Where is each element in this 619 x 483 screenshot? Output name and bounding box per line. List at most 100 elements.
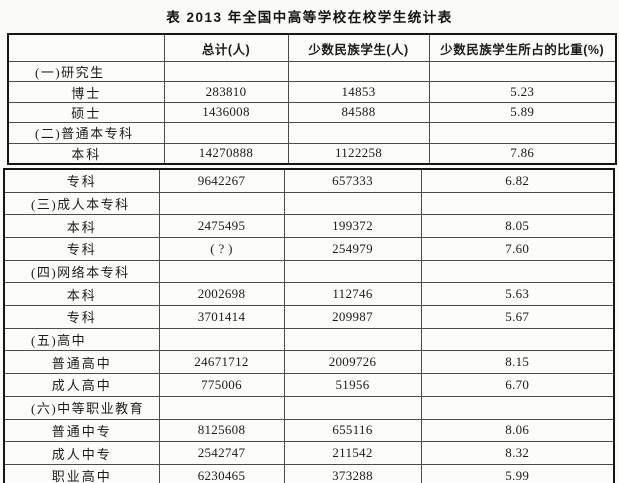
minority-cell xyxy=(283,327,422,352)
total-cell: 6230465 xyxy=(158,463,285,483)
total-cell xyxy=(158,191,285,216)
total-cell xyxy=(158,327,285,352)
pct-cell: 8.06 xyxy=(420,418,615,443)
table-row: 成人高中 775006 51956 6.70 xyxy=(3,373,615,397)
row-label-cell: 专科 xyxy=(3,305,160,329)
row-label-cell: (五)高中 xyxy=(3,327,160,352)
pct-cell xyxy=(428,122,617,144)
category-row: (四)网络本专科 xyxy=(3,259,615,284)
minority-cell: 1122258 xyxy=(287,142,430,165)
total-cell: 14270888 xyxy=(163,142,289,165)
category-row: (六)中等职业教育 xyxy=(3,395,615,420)
minority-cell: 254979 xyxy=(283,237,422,261)
row-label-cell: 专科 xyxy=(3,168,160,193)
category-row: (二)普通本专科 xyxy=(7,122,617,144)
col-header-pct: 少数民族学生所占的比重(%) xyxy=(428,33,617,62)
row-label-cell: (三)成人本专科 xyxy=(3,191,160,216)
minority-cell xyxy=(287,122,430,144)
row-label-cell: (二)普通本专科 xyxy=(7,122,165,144)
row-label-cell: (一)研究生 xyxy=(7,60,165,83)
section-2-body: 专科 9642267 657333 6.82 (三)成人本专科 本科 2475495 1993… xyxy=(3,168,615,483)
total-cell: 9642267 xyxy=(158,168,285,193)
row-label-cell: 职业高中 xyxy=(3,463,160,483)
total-cell: 8125608 xyxy=(158,418,285,443)
row-label-cell: 本科 xyxy=(3,214,160,239)
total-cell: 2002698 xyxy=(158,282,285,307)
pct-cell xyxy=(420,327,615,352)
total-cell xyxy=(163,122,289,144)
minority-cell: 112746 xyxy=(283,282,422,307)
table-row: 博士 283810 14853 5.23 xyxy=(7,81,617,103)
pct-cell xyxy=(428,60,617,83)
table-row: 成人中专 2542747 211542 8.32 xyxy=(3,441,615,465)
row-label-cell: 本科 xyxy=(7,142,165,165)
minority-cell: 84588 xyxy=(287,101,430,124)
total-cell xyxy=(158,395,285,420)
stats-table-section-2: 专科 9642267 657333 6.82 (三)成人本专科 本科 2475495 1993… xyxy=(3,167,615,483)
row-label-cell: (四)网络本专科 xyxy=(3,259,160,284)
col-header-minority: 少数民族学生(人) xyxy=(287,33,430,62)
row-label-cell: 本科 xyxy=(3,282,160,307)
total-cell: 2542747 xyxy=(158,441,285,465)
minority-cell: 657333 xyxy=(283,168,422,193)
row-label-cell: 成人高中 xyxy=(3,373,160,397)
category-row: (一)研究生 xyxy=(7,60,617,83)
minority-cell: 2009726 xyxy=(283,350,422,375)
table-row: 普通高中 24671712 2009726 8.15 xyxy=(3,350,615,375)
table-row: 本科 14270888 1122258 7.86 xyxy=(7,142,617,165)
stats-table-section-1: 总计(人) 少数民族学生(人) 少数民族学生所占的比重(%) (一)研究生 博士 2… xyxy=(7,33,617,165)
table-row: 硕士 1436008 84588 5.89 xyxy=(7,101,617,124)
pct-cell: 8.32 xyxy=(420,441,615,465)
table-row: 本科 2475495 199372 8.05 xyxy=(3,214,615,239)
total-cell xyxy=(158,259,285,284)
category-row: (五)高中 xyxy=(3,327,615,352)
row-label-cell: 成人中专 xyxy=(3,441,160,465)
minority-cell xyxy=(283,191,422,216)
row-label-cell: 普通中专 xyxy=(3,418,160,443)
pct-cell: 5.67 xyxy=(420,305,615,329)
row-label-cell: 专科 xyxy=(3,237,160,261)
total-cell: 2475495 xyxy=(158,214,285,239)
pct-cell: 8.05 xyxy=(420,214,615,239)
table-row: 专科 3701414 209987 5.67 xyxy=(3,305,615,329)
header-row: 总计(人) 少数民族学生(人) 少数民族学生所占的比重(%) xyxy=(7,33,617,62)
pct-cell: 6.70 xyxy=(420,373,615,397)
pct-cell: 5.89 xyxy=(428,101,617,124)
pct-cell xyxy=(420,395,615,420)
minority-cell: 209987 xyxy=(283,305,422,329)
category-row: (三)成人本专科 xyxy=(3,191,615,216)
table-row: 专科( ? ) 254979 7.60 xyxy=(3,237,615,261)
minority-cell: 373288 xyxy=(283,463,422,483)
total-cell: 283810 xyxy=(163,81,289,103)
pct-cell xyxy=(420,191,615,216)
total-cell xyxy=(163,60,289,83)
pct-cell: 7.86 xyxy=(428,142,617,165)
table-row: 专科 9642267 657333 6.82 xyxy=(3,168,615,193)
total-cell: ( ? ) xyxy=(158,237,285,261)
table-row: 职业高中 6230465 373288 5.99 xyxy=(3,463,615,483)
table-row: 本科 2002698 112746 5.63 xyxy=(3,282,615,307)
page-title: 表 2013 年全国中高等学校在校学生统计表 xyxy=(166,10,453,25)
minority-cell: 199372 xyxy=(283,214,422,239)
total-cell: 3701414 xyxy=(158,305,285,329)
minority-cell xyxy=(283,259,422,284)
minority-cell xyxy=(283,395,422,420)
total-cell: 24671712 xyxy=(158,350,285,375)
minority-cell: 211542 xyxy=(283,441,422,465)
pct-cell xyxy=(420,259,615,284)
section-1-body: (一)研究生 博士 283810 14853 5.23 硕士 1436008 84588 5.8… xyxy=(7,60,617,165)
table-row: 普通中专 8125608 655116 8.06 xyxy=(3,418,615,443)
col-header-total: 总计(人) xyxy=(163,33,289,62)
row-label-cell: 博士 xyxy=(7,81,165,103)
minority-cell: 655116 xyxy=(283,418,422,443)
col-header-blank xyxy=(7,33,165,62)
row-label-cell: 普通高中 xyxy=(3,350,160,375)
pct-cell: 6.82 xyxy=(420,168,615,193)
minority-cell: 14853 xyxy=(287,81,430,103)
row-label-cell: 硕士 xyxy=(7,101,165,124)
row-label-cell: (六)中等职业教育 xyxy=(3,395,160,420)
total-cell: 1436008 xyxy=(163,101,289,124)
pct-cell: 7.60 xyxy=(420,237,615,261)
pct-cell: 5.23 xyxy=(428,81,617,103)
